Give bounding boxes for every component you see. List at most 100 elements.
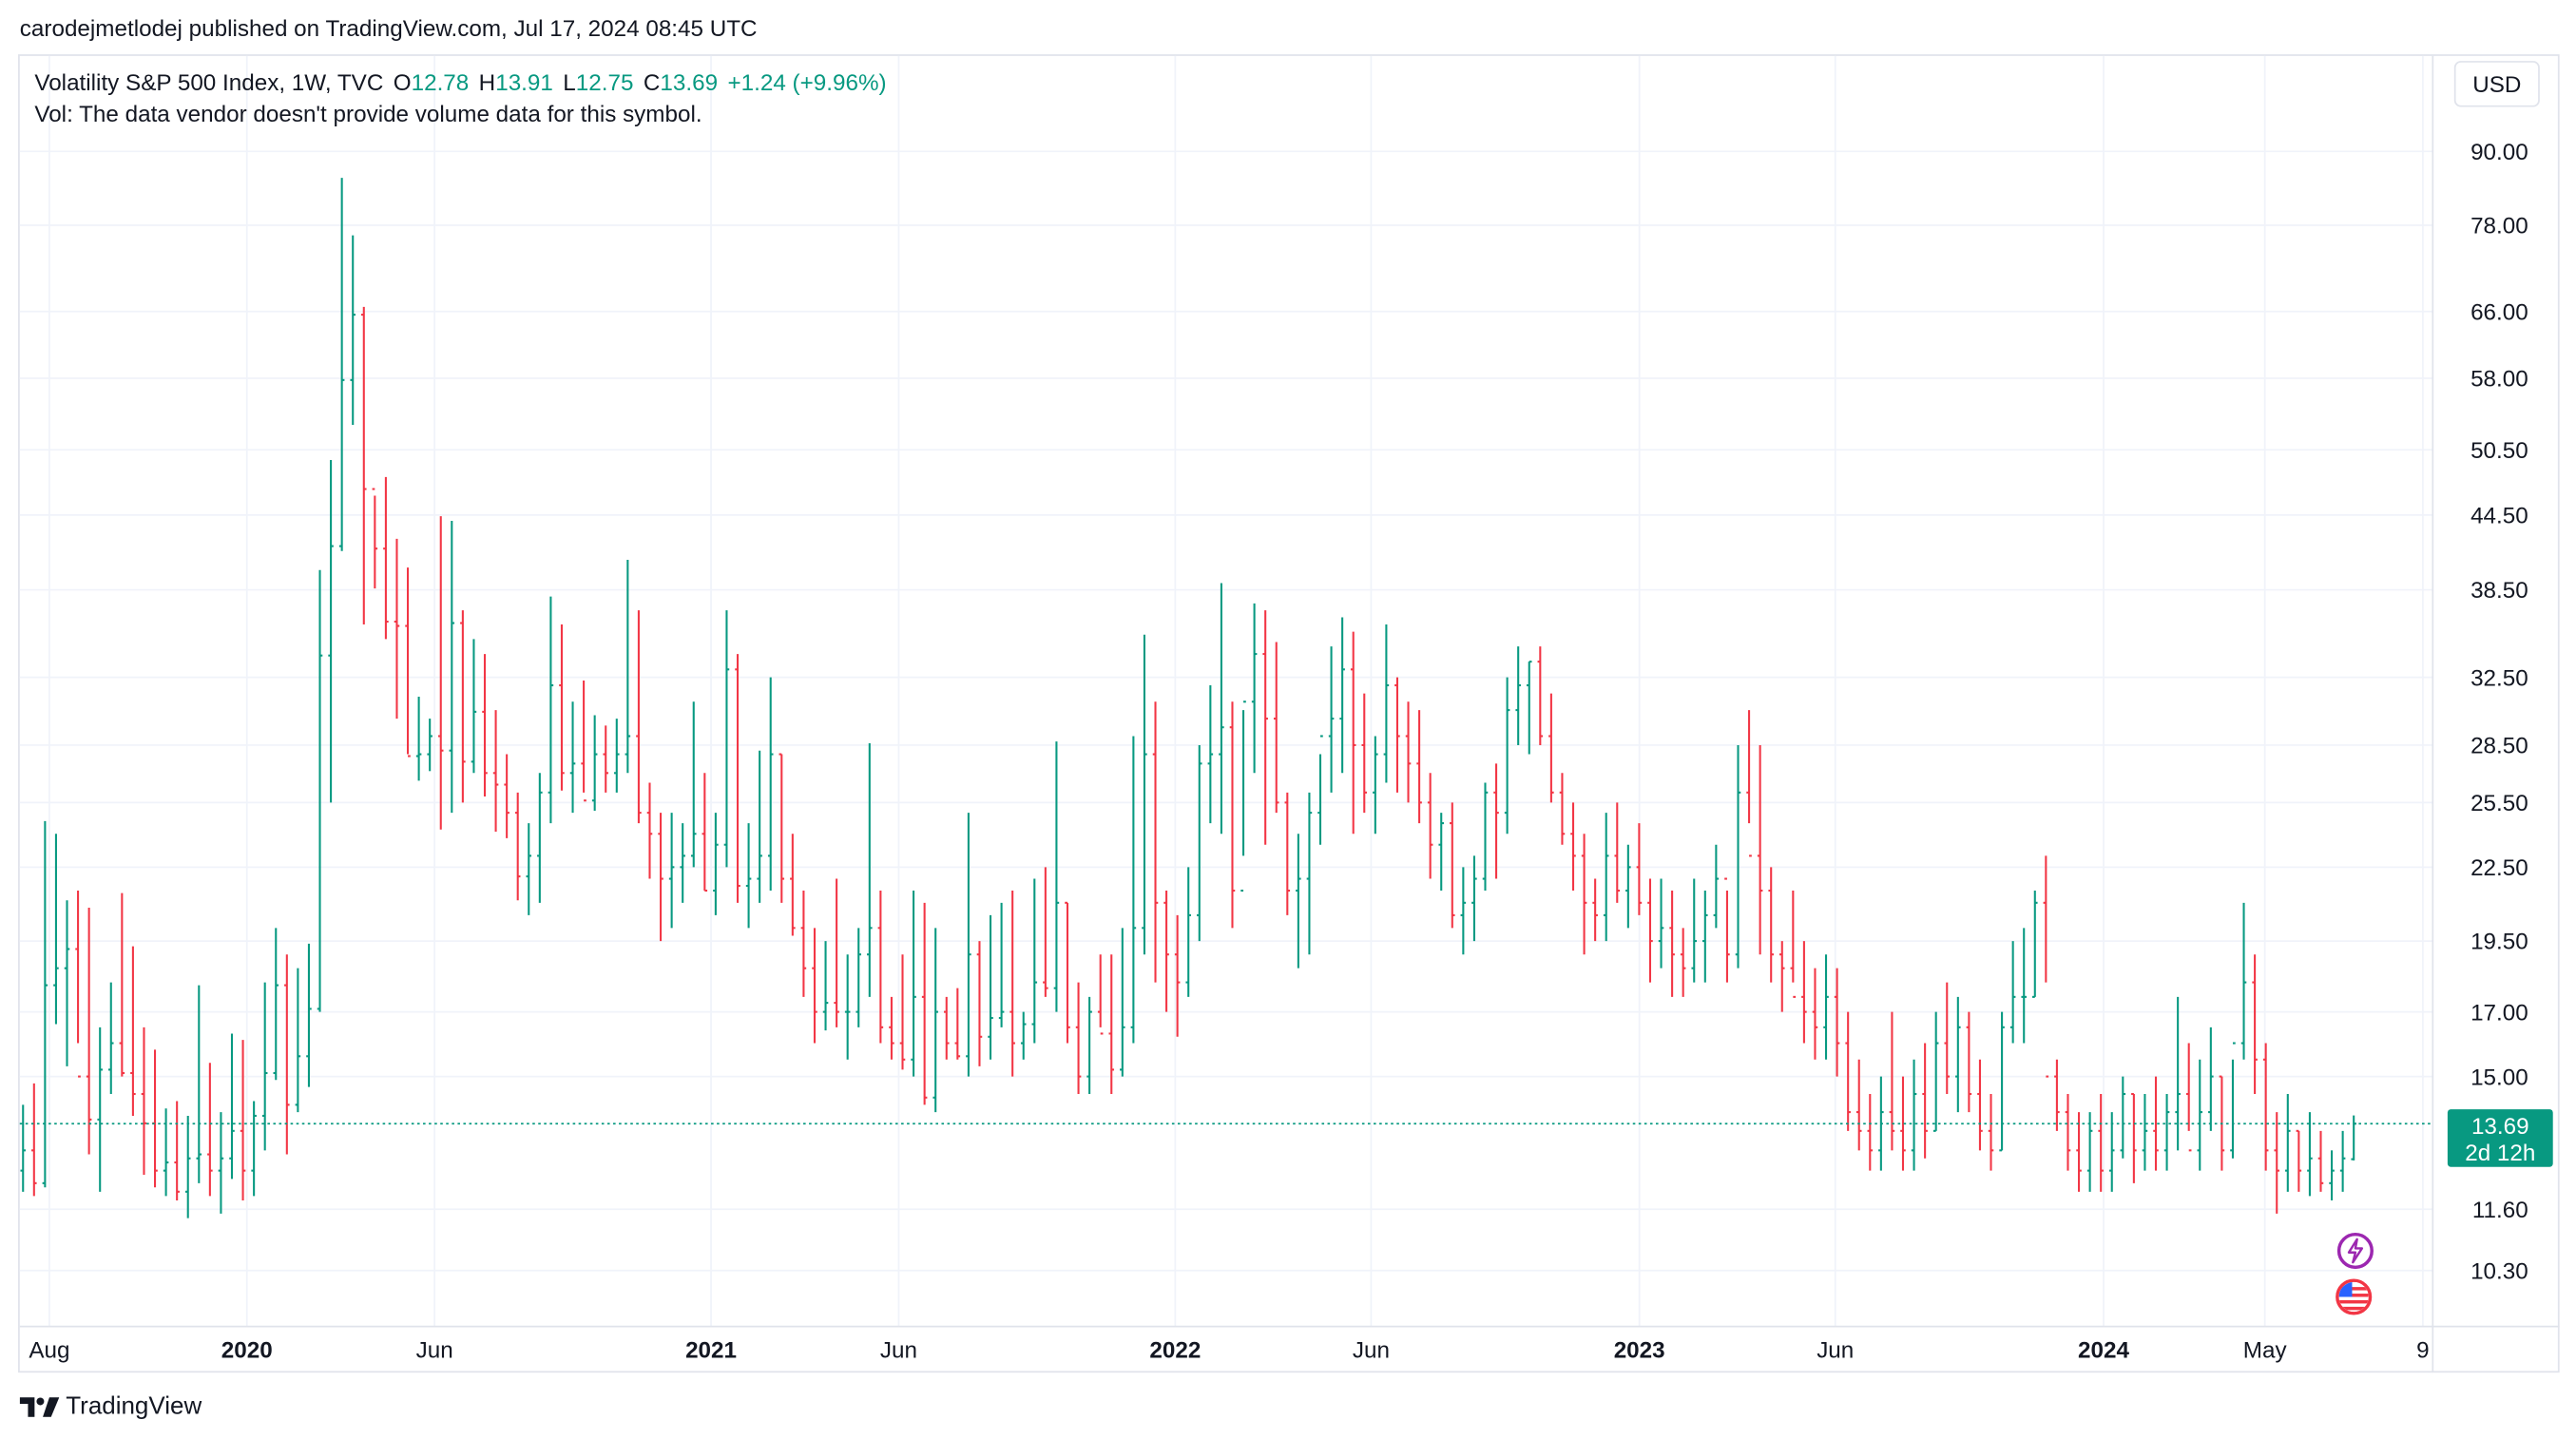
ohlc-bar[interactable]	[614, 719, 620, 793]
ohlc-bar[interactable]	[2307, 1112, 2313, 1197]
ohlc-bar[interactable]	[2163, 1094, 2170, 1171]
ohlc-bar[interactable]	[2185, 1043, 2192, 1152]
ohlc-bar[interactable]	[822, 941, 829, 1031]
ohlc-bar[interactable]	[1801, 941, 1807, 1044]
ohlc-bar[interactable]	[899, 954, 906, 1070]
ohlc-bar[interactable]	[261, 982, 268, 1151]
ohlc-bar[interactable]	[1020, 1011, 1027, 1060]
ohlc-bar[interactable]	[449, 521, 455, 814]
ohlc-bar[interactable]	[834, 878, 839, 1027]
ohlc-bar[interactable]	[1174, 914, 1181, 1037]
ohlc-bar[interactable]	[877, 891, 884, 1044]
ohlc-bar[interactable]	[1691, 878, 1698, 983]
ohlc-bar[interactable]	[350, 235, 356, 425]
ohlc-bar[interactable]	[2032, 891, 2038, 998]
ohlc-bar[interactable]	[218, 1112, 224, 1214]
ohlc-bar[interactable]	[680, 823, 685, 903]
ohlc-bar[interactable]	[1185, 867, 1191, 997]
ohlc-bar[interactable]	[1702, 891, 1708, 983]
ohlc-bar[interactable]	[2252, 954, 2258, 1095]
ohlc-bar[interactable]	[2274, 1112, 2279, 1214]
ohlc-bar[interactable]	[53, 834, 59, 1025]
ohlc-bar[interactable]	[2153, 1076, 2159, 1171]
ohlc-bar[interactable]	[1757, 744, 1763, 955]
ohlc-bar[interactable]	[141, 1026, 147, 1176]
ohlc-bar[interactable]	[800, 891, 807, 997]
ohlc-bar[interactable]	[1163, 891, 1169, 1012]
ohlc-bar[interactable]	[306, 943, 312, 1087]
ohlc-bar[interactable]	[427, 719, 433, 772]
ohlc-bar[interactable]	[1669, 891, 1675, 997]
ohlc-bar[interactable]	[1778, 941, 1785, 1012]
ohlc-bar[interactable]	[636, 610, 642, 824]
ohlc-bar[interactable]	[97, 1026, 103, 1192]
ohlc-bar[interactable]	[1130, 736, 1137, 1044]
ohlc-bar[interactable]	[504, 754, 509, 838]
ohlc-bar[interactable]	[1493, 763, 1499, 879]
ohlc-bar[interactable]	[1053, 741, 1060, 1012]
ohlc-bar[interactable]	[415, 697, 422, 781]
ohlc-bar[interactable]	[1999, 1011, 2005, 1152]
ohlc-bar[interactable]	[2296, 1129, 2302, 1192]
ohlc-bar[interactable]	[844, 954, 851, 1060]
ohlc-bar[interactable]	[537, 773, 543, 903]
ohlc-bar[interactable]	[1867, 1094, 1874, 1171]
ohlc-bar[interactable]	[2339, 1130, 2346, 1192]
ohlc-bar[interactable]	[207, 1063, 213, 1197]
ohlc-bar[interactable]	[1625, 844, 1631, 929]
ohlc-bar[interactable]	[20, 1104, 27, 1192]
ohlc-bar[interactable]	[1977, 1059, 1983, 1151]
ohlc-bar[interactable]	[2262, 1043, 2269, 1171]
ohlc-bar[interactable]	[548, 596, 554, 824]
ohlc-bar[interactable]	[229, 1033, 235, 1180]
ohlc-bar[interactable]	[1197, 744, 1202, 942]
ohlc-bar[interactable]	[1009, 891, 1015, 1077]
ohlc-bar[interactable]	[2208, 1026, 2214, 1131]
ohlc-bar[interactable]	[1647, 878, 1653, 983]
ohlc-bar[interactable]	[1581, 834, 1587, 955]
ohlc-bar[interactable]	[1075, 982, 1082, 1095]
ohlc-bar[interactable]	[1031, 878, 1038, 1044]
ohlc-bar[interactable]	[966, 813, 971, 1077]
ohlc-bar[interactable]	[2142, 1094, 2148, 1171]
ohlc-bar[interactable]	[514, 792, 521, 901]
ohlc-bar[interactable]	[1086, 996, 1092, 1095]
ohlc-bar[interactable]	[361, 306, 367, 625]
ohlc-bar[interactable]	[1746, 710, 1752, 857]
ohlc-bar[interactable]	[31, 1083, 37, 1197]
ohlc-bar[interactable]	[1515, 646, 1521, 745]
ohlc-bar[interactable]	[86, 908, 92, 1155]
ohlc-bar[interactable]	[1296, 834, 1301, 969]
ohlc-bar[interactable]	[745, 823, 752, 929]
ohlc-bar[interactable]	[1570, 802, 1576, 892]
ohlc-bar[interactable]	[658, 813, 663, 942]
ohlc-bar[interactable]	[1152, 701, 1159, 983]
ohlc-bar[interactable]	[1120, 928, 1125, 1077]
ohlc-bar[interactable]	[2009, 941, 2016, 1044]
ohlc-bar[interactable]	[1394, 677, 1400, 793]
ohlc-bar[interactable]	[1592, 878, 1598, 942]
ohlc-bar[interactable]	[240, 1040, 246, 1200]
ohlc-bar[interactable]	[1548, 693, 1554, 803]
ohlc-bar[interactable]	[1614, 802, 1621, 903]
ohlc-bar[interactable]	[152, 1049, 158, 1188]
us-flag-event-icon[interactable]	[2336, 1278, 2373, 1315]
ohlc-bar[interactable]	[2076, 1112, 2082, 1192]
ohlc-bar[interactable]	[1142, 634, 1147, 955]
ohlc-bar[interactable]	[889, 996, 894, 1060]
ohlc-bar[interactable]	[1065, 901, 1070, 1044]
ohlc-bar[interactable]	[790, 834, 796, 936]
ohlc-bar[interactable]	[1790, 891, 1797, 998]
ohlc-bar[interactable]	[1636, 823, 1643, 915]
ohlc-bar[interactable]	[2317, 1130, 2324, 1192]
ohlc-bar[interactable]	[1724, 877, 1730, 983]
ohlc-bar[interactable]	[383, 476, 389, 640]
ohlc-bar[interactable]	[2175, 996, 2181, 1151]
ohlc-bar[interactable]	[405, 567, 411, 758]
ohlc-bar[interactable]	[1284, 792, 1291, 915]
ohlc-bar[interactable]	[1240, 700, 1246, 892]
ohlc-bar[interactable]	[2329, 1150, 2335, 1200]
ohlc-bar[interactable]	[460, 610, 466, 803]
ohlc-bar[interactable]	[471, 639, 477, 774]
